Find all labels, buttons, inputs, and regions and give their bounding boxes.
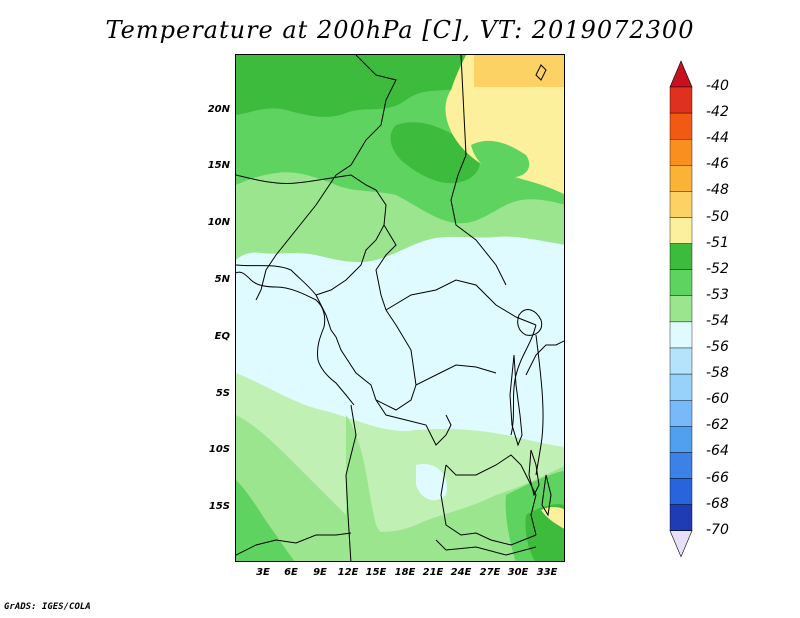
lake bbox=[541, 474, 552, 517]
color-bar-swatch bbox=[669, 295, 693, 323]
border-line bbox=[236, 174, 377, 191]
lon-label: 33E bbox=[536, 567, 558, 578]
color-bar-swatch bbox=[669, 321, 693, 349]
color-bar-swatch bbox=[669, 112, 693, 140]
color-bar-label: -52 bbox=[706, 260, 729, 277]
lakes bbox=[509, 64, 552, 517]
lon-label: 3E bbox=[256, 567, 270, 578]
border-line bbox=[375, 399, 452, 446]
color-bar-swatch bbox=[669, 269, 693, 296]
color-bar-label: -40 bbox=[706, 78, 729, 94]
temperature-field-map bbox=[236, 55, 564, 561]
lon-label: 30E bbox=[507, 567, 529, 578]
lat-label: 5S bbox=[215, 388, 230, 399]
color-bar-label: -53 bbox=[706, 286, 729, 303]
lon-label: 21E bbox=[422, 567, 444, 578]
lat-label: 10S bbox=[208, 444, 230, 455]
border-line bbox=[510, 324, 537, 436]
lat-label: 5N bbox=[214, 274, 230, 285]
border-line bbox=[450, 55, 507, 286]
border-line bbox=[236, 264, 317, 296]
color-bar-swatches bbox=[669, 60, 693, 558]
field-north-dark-green bbox=[236, 55, 466, 117]
color-bar-label: -60 bbox=[706, 391, 729, 408]
field-south-center-green bbox=[346, 415, 429, 561]
lat-label: 10N bbox=[207, 217, 230, 228]
color-bar-swatch bbox=[669, 452, 693, 479]
color-bar-label: -48 bbox=[706, 182, 729, 199]
country-boundaries bbox=[236, 55, 564, 561]
lon-label: 18E bbox=[394, 567, 416, 578]
color-bar-swatch bbox=[669, 191, 693, 218]
color-bar-label: -64 bbox=[706, 443, 729, 460]
color-bar-label: -46 bbox=[706, 156, 729, 173]
lake bbox=[528, 449, 540, 497]
color-bar-label: -70 bbox=[706, 521, 729, 538]
field-northeast-tan bbox=[474, 55, 564, 87]
color-bar-swatch bbox=[669, 138, 693, 166]
color-bar-swatch bbox=[669, 217, 693, 244]
lon-label: 9E bbox=[313, 567, 327, 578]
border-line bbox=[525, 340, 564, 376]
chart-title: Temperature at 200hPa [C], VT: 201907230… bbox=[105, 16, 695, 44]
lat-label: EQ bbox=[214, 331, 230, 342]
color-bar-bottom-arrow bbox=[669, 530, 693, 558]
border-line bbox=[385, 279, 537, 326]
color-bar-swatch bbox=[669, 478, 693, 505]
color-bar-label: -50 bbox=[706, 208, 729, 225]
color-bar-label: -44 bbox=[706, 130, 729, 147]
border-line bbox=[445, 454, 537, 536]
lon-label: 15E bbox=[365, 567, 387, 578]
border-line bbox=[435, 539, 537, 556]
lake bbox=[535, 64, 547, 81]
border-line bbox=[335, 55, 397, 176]
color-bar bbox=[669, 60, 693, 558]
lon-label: 27E bbox=[479, 567, 501, 578]
field-northeast-yellow bbox=[445, 55, 564, 195]
color-bar-label: -54 bbox=[706, 312, 729, 329]
lat-label: 15N bbox=[207, 160, 230, 171]
field-south-cyan-patch bbox=[416, 464, 447, 501]
border-line bbox=[375, 224, 397, 311]
color-bar-swatch bbox=[669, 347, 693, 375]
color-bar-label: -42 bbox=[706, 104, 729, 121]
color-bar-swatch bbox=[669, 373, 693, 401]
color-bar-swatch bbox=[669, 165, 693, 192]
color-bar-label: -66 bbox=[706, 469, 729, 486]
field-south-light-green bbox=[236, 415, 564, 561]
color-bar-swatch bbox=[669, 86, 693, 114]
map-panel bbox=[235, 54, 565, 562]
color-bar-label: -68 bbox=[706, 495, 729, 512]
border-line bbox=[315, 189, 387, 296]
lake bbox=[509, 354, 523, 447]
coastline bbox=[236, 271, 355, 406]
lon-label: 24E bbox=[450, 567, 472, 578]
border-line bbox=[315, 294, 377, 401]
border-line bbox=[415, 364, 497, 386]
lon-label: 6E bbox=[284, 567, 298, 578]
border-line bbox=[345, 404, 357, 561]
color-bar-swatch bbox=[669, 400, 693, 427]
border-line bbox=[236, 532, 352, 556]
grads-credit: GrADS: IGES/COLA bbox=[4, 602, 91, 612]
lake bbox=[517, 309, 543, 336]
color-bar-label: -56 bbox=[706, 339, 729, 355]
lon-label: 12E bbox=[337, 567, 359, 578]
color-bar-swatch bbox=[669, 426, 693, 453]
color-bar-swatch bbox=[669, 243, 693, 270]
color-bar-label: -51 bbox=[706, 234, 729, 251]
color-bar-swatch bbox=[669, 504, 693, 531]
border-line bbox=[440, 464, 537, 546]
lat-label: 20N bbox=[207, 104, 230, 115]
border-line bbox=[255, 174, 337, 301]
field-northeast-green-patch bbox=[471, 140, 530, 178]
lat-label: 15S bbox=[208, 501, 230, 512]
color-bar-label: -58 bbox=[706, 365, 729, 382]
border-line bbox=[535, 334, 544, 476]
color-bar-label: -62 bbox=[706, 417, 729, 434]
color-bar-top-arrow bbox=[669, 60, 693, 88]
